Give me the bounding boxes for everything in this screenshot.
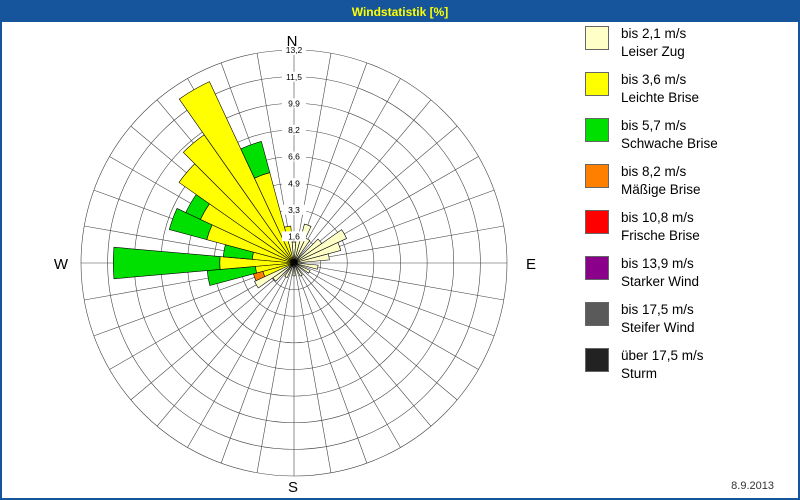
legend-speed-range: bis 10,8 m/s bbox=[621, 210, 694, 225]
legend-speed-name: Starker Wind bbox=[621, 274, 700, 289]
legend-swatch bbox=[585, 26, 609, 50]
legend-item: über 17,5 m/s Sturm bbox=[585, 347, 718, 383]
legend-speed-range: bis 8,2 m/s bbox=[621, 164, 687, 179]
legend-item: bis 17,5 m/s Steifer Wind bbox=[585, 301, 718, 337]
legend-item: bis 2,1 m/s Leiser Zug bbox=[585, 25, 718, 61]
legend-item: bis 8,2 m/s Mäßige Brise bbox=[585, 163, 718, 199]
legend-swatch bbox=[585, 256, 609, 280]
legend-speed-name: Leichte Brise bbox=[621, 90, 700, 105]
wind-speed-legend: bis 2,1 m/s Leiser Zug bis 3,6 m/s Leich… bbox=[585, 25, 718, 393]
rose-wedges bbox=[112, 81, 348, 289]
legend-swatch bbox=[585, 348, 609, 372]
legend-swatch bbox=[585, 164, 609, 188]
legend-label: bis 13,9 m/s Starker Wind bbox=[621, 255, 699, 291]
svg-text:1,6: 1,6 bbox=[288, 232, 300, 242]
window-title: Windstatistik [%] bbox=[351, 5, 449, 19]
ring-labels: 1,6 3,3 4,9 6,6 8,2 9,9 11,5 13,2 bbox=[282, 45, 306, 242]
legend-label: bis 10,8 m/s Frische Brise bbox=[621, 209, 700, 245]
legend-swatch bbox=[585, 302, 609, 326]
compass-east-label: E bbox=[526, 256, 536, 273]
legend-item: bis 5,7 m/s Schwache Brise bbox=[585, 117, 718, 153]
legend-speed-range: bis 5,7 m/s bbox=[621, 118, 687, 133]
svg-text:8,2: 8,2 bbox=[288, 125, 300, 135]
legend-label: bis 2,1 m/s Leiser Zug bbox=[621, 25, 686, 61]
legend-speed-range: bis 13,9 m/s bbox=[621, 256, 694, 271]
legend-item: bis 10,8 m/s Frische Brise bbox=[585, 209, 718, 245]
legend-speed-range: über 17,5 m/s bbox=[621, 348, 704, 363]
legend-swatch bbox=[585, 210, 609, 234]
legend-speed-range: bis 3,6 m/s bbox=[621, 72, 687, 87]
legend-speed-name: Mäßige Brise bbox=[621, 182, 701, 197]
legend-speed-name: Frische Brise bbox=[621, 228, 700, 243]
legend-swatch bbox=[585, 72, 609, 96]
legend-label: bis 17,5 m/s Steifer Wind bbox=[621, 301, 695, 337]
legend-swatch bbox=[585, 118, 609, 142]
legend-speed-name: Leiser Zug bbox=[621, 44, 685, 59]
svg-text:9,9: 9,9 bbox=[288, 98, 300, 108]
legend-speed-name: Steifer Wind bbox=[621, 320, 695, 335]
legend-item: bis 3,6 m/s Leichte Brise bbox=[585, 71, 718, 107]
svg-text:13,2: 13,2 bbox=[286, 45, 303, 55]
legend-label: über 17,5 m/s Sturm bbox=[621, 347, 704, 383]
svg-text:11,5: 11,5 bbox=[286, 72, 302, 82]
svg-text:4,9: 4,9 bbox=[288, 178, 300, 188]
legend-label: bis 3,6 m/s Leichte Brise bbox=[621, 71, 699, 107]
legend-speed-name: Sturm bbox=[621, 366, 658, 381]
compass-north-label: N bbox=[287, 33, 298, 50]
legend-speed-range: bis 2,1 m/s bbox=[621, 26, 687, 41]
svg-text:6,6: 6,6 bbox=[288, 152, 300, 162]
legend-label: bis 5,7 m/s Schwache Brise bbox=[621, 117, 718, 153]
title-bar: Windstatistik [%] bbox=[2, 2, 798, 22]
legend-speed-name: Schwache Brise bbox=[621, 136, 718, 151]
legend-label: bis 8,2 m/s Mäßige Brise bbox=[621, 163, 701, 199]
legend-speed-range: bis 17,5 m/s bbox=[621, 302, 694, 317]
wind-rose-chart: 1,6 3,3 4,9 6,6 8,2 9,9 11,5 13,2 N S W E bbox=[54, 33, 536, 496]
compass-south-label: S bbox=[288, 479, 298, 496]
svg-text:3,3: 3,3 bbox=[288, 205, 300, 215]
date-stamp: 8.9.2013 bbox=[731, 480, 774, 492]
compass-west-label: W bbox=[54, 256, 69, 273]
legend-item: bis 13,9 m/s Starker Wind bbox=[585, 255, 718, 291]
